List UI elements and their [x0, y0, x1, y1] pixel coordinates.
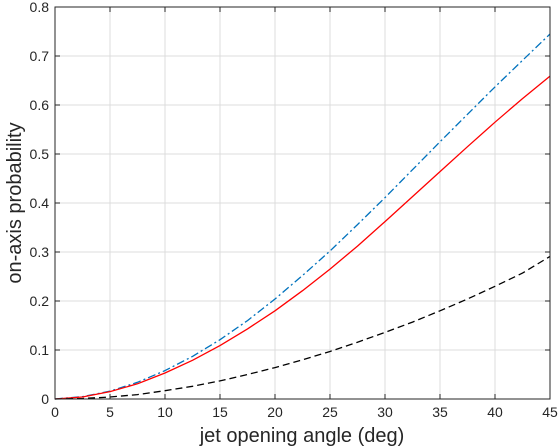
x-tick-label: 20 — [267, 404, 283, 420]
series-line-3 — [54, 255, 551, 400]
x-tick-label: 45 — [542, 404, 558, 420]
y-tick-label: 0 — [41, 391, 49, 407]
x-tick-label: 0 — [51, 404, 59, 420]
x-tick-label: 25 — [322, 404, 338, 420]
x-tick-labels: 0 5 10 15 20 25 30 35 40 45 — [51, 404, 558, 420]
y-tick-label: 0.5 — [30, 146, 50, 162]
y-tick-label: 0.8 — [30, 0, 50, 15]
y-tick-labels: 0 0.1 0.2 0.3 0.4 0.5 0.6 0.7 0.8 — [30, 0, 50, 407]
series-layer — [54, 33, 551, 400]
y-tick-label: 0.6 — [30, 97, 50, 113]
y-tick-label: 0.4 — [30, 195, 50, 211]
x-tick-label: 15 — [212, 404, 228, 420]
ticks — [54, 6, 551, 400]
y-tick-label: 0.2 — [30, 293, 50, 309]
x-tick-label: 30 — [377, 404, 393, 420]
x-tick-label: 5 — [106, 404, 114, 420]
y-axis-label: on-axis probability — [4, 122, 26, 283]
y-tick-label: 0.7 — [30, 48, 50, 64]
series-line-1 — [54, 33, 551, 400]
x-tick-label: 35 — [432, 404, 448, 420]
y-tick-label: 0.3 — [30, 244, 50, 260]
x-tick-label: 10 — [157, 404, 173, 420]
series-line-2 — [54, 75, 551, 400]
y-tick-label: 0.1 — [30, 342, 50, 358]
x-axis-label: jet opening angle (deg) — [199, 425, 405, 447]
x-tick-label: 40 — [487, 404, 503, 420]
